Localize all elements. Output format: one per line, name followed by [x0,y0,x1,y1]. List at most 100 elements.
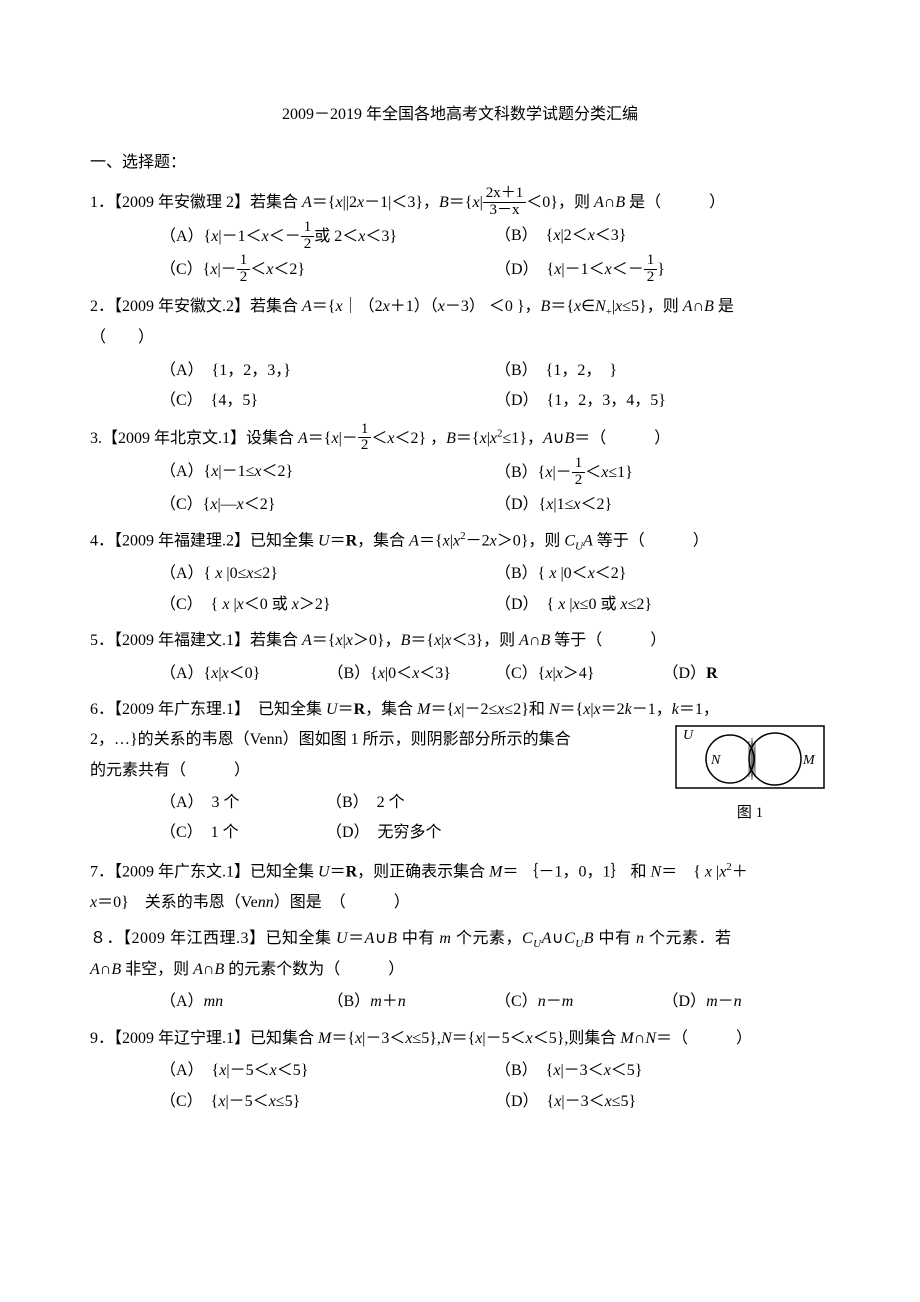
text: ＝（ ） [656,1030,752,1047]
text: ＝ { [661,863,705,880]
text: （A）{ [160,228,211,245]
text: ＞0}，则 [497,532,565,549]
figure-caption: 图 1 [670,799,830,828]
text: （D） { [495,1093,554,1110]
q8-options: （A）mn （B）m＋n （C）n－m （D）m－n [90,987,830,1017]
text: ＜5},则集合 [533,1030,621,1047]
q6-stem: 6．【2009 年广东理.1】 已知全集 U＝R，集合 M＝{x|－2≤x≤2}… [90,695,830,725]
text: ＜5} [611,1062,643,1079]
text: |－1≤ [218,463,254,480]
fig-label-n: N [710,753,721,768]
text: ≤2}和 [504,701,548,718]
q9-stem: 9．【2009 年辽宁理.1】已知集合 M＝{x|－3＜x≤5},N＝{x|－5… [90,1024,830,1054]
text: ＝{ [456,429,480,446]
q5-opt-b: （B）{x|0＜x＜3} [328,659,496,689]
text: 个元素．若 [645,930,732,947]
q9-opt-c: （C） {x|－5＜x≤5} [160,1087,495,1117]
text: （C） [495,993,538,1010]
question-4: 4．【2009 年福建理.2】已知全集 U＝R，集合 A＝{x|x2－2x＞0}… [90,526,830,620]
venn-icon: U N M [675,725,825,797]
text: ＋1）（ [390,298,438,315]
text: ∈ [581,298,595,315]
text: |0＜ [556,565,587,582]
text: ＜－ [612,261,644,278]
text: （C） { [160,1093,218,1110]
q5-opt-a: （A）{x|x＜0} [160,659,328,689]
venn-figure-1: U N M 图 1 [670,725,830,828]
q4-opt-a: （A）{ x |0≤x≤2} [160,559,495,589]
q1-opt-a: （A）{x|－1＜x＜－12或 2＜x＜3} [160,221,495,254]
text: ＝{ [312,632,336,649]
text: ||2 [343,194,357,211]
text: 4．【2009 年福建理.2】已知全集 [90,532,318,549]
text: （A）{ [160,463,211,480]
fraction: 12 [572,456,586,489]
q2-options: （A） {1，2，3，} （B） {1，2， } （C） {4，5} （D） {… [90,356,830,417]
q9-options: （A） {x|－5＜x＜5} （B） {x|－3＜x＜5} （C） {x|－5＜… [90,1056,830,1117]
num: 1 [237,253,251,270]
question-8: ８．【2009 年江西理.3】已知全集 U＝A∪B 中有 m 个元素，CUA∪C… [90,924,830,1018]
text: ＝ [330,863,346,880]
num: 2x＋1 [486,185,524,201]
text: ＝ ｛－1，0，1｝ 和 [503,863,651,880]
q9-opt-d: （D） {x|－3＜x≤5} [495,1087,830,1117]
q4-opt-b: （B）{ x |0＜x＜2} [495,559,830,589]
text: （C）{ [495,665,545,682]
text: 9．【2009 年辽宁理.1】已知集合 [90,1030,318,1047]
text: ∪ [552,930,564,947]
text: ≤5} [612,1093,636,1110]
text: ∩ [604,194,616,211]
q2-opt-a: （A） {1，2，3，} [160,356,495,386]
text: （D） [663,993,707,1010]
q9-opt-a: （A） {x|－5＜x＜5} [160,1056,495,1086]
q9-opt-b: （B） {x|－3＜x＜5} [495,1056,830,1086]
text: |－5＜ [482,1030,525,1047]
text: | [565,596,572,613]
text: ｜（2 [343,298,383,315]
num: 1 [572,456,586,473]
text: ∪ [553,429,565,446]
text: ＝{ [550,298,574,315]
q7-stem: 7．【2009 年广东文.1】已知全集 U＝R，则正确表示集合 M＝ ｛－1，0… [90,857,830,888]
text: ≤2} [628,596,652,613]
text: ，则正确表示集合 [357,863,489,880]
q3-options: （A）{x|－1≤x＜2} （B）{x|－12＜x≤1} （C）{x|—x＜2}… [90,457,830,520]
q3-opt-a: （A）{x|－1≤x＜2} [160,457,495,490]
text: ＜3} [595,227,627,244]
q4-opt-d: （D） { x |x≤0 或 x≤2} [495,590,830,620]
text: （D）{ [495,496,546,513]
text: （C）{ [160,496,210,513]
text: ＝{ [331,1030,355,1047]
text: ＝{ [449,194,473,211]
text: 是 [714,298,734,315]
text: （B）{ [495,464,545,481]
text: ≤1} [608,464,632,481]
q4-stem: 4．【2009 年福建理.2】已知全集 U＝R，集合 A＝{x|x2－2x＞0}… [90,526,830,557]
q3-opt-c: （C）{x|—x＜2} [160,490,495,520]
fig-label-m: M [802,753,816,768]
fig-label-u: U [683,728,694,743]
q2-stem: 2．【2009 年安徽文.2】若集合 A＝{x｜（2x＋1）（x－3） ＜0 }… [90,292,830,323]
q8-stem-line2: A∩B 非空，则 A∩B 的元素个数为（ ） [90,955,830,985]
text: ＝{ [312,194,336,211]
text: ＋ [732,863,748,880]
q1-stem: 1．【2009 年安徽理 2】若集合 A＝{x||2x－1|＜3}，B＝{x|2… [90,187,830,220]
q4-opt-c: （C） { x |x＜0 或 x＞2} [160,590,495,620]
text: |2＜ [560,227,587,244]
q1-opt-c: （C）{x|－12＜x＜2} [160,254,495,287]
text: （D） [663,665,707,682]
text: |－1＜ [218,228,261,245]
text: 中有 [594,930,636,947]
text: ＞4} [563,665,595,682]
text: |－ [552,464,571,481]
q8-opt-c: （C）n－m [495,987,663,1017]
text: ８．【2009 年江西理.3】已知全集 [90,930,336,947]
text: |－3＜ [560,1062,603,1079]
text: （B）{ [495,565,549,582]
text: ＜3} [365,228,397,245]
text: 5．【2009 年福建文.1】若集合 [90,632,302,649]
text: |— [217,496,236,513]
q4-options: （A）{ x |0≤x≤2} （B）{ x |0＜x＜2} （C） { x |x… [90,559,830,620]
text: ＜5} [277,1062,309,1079]
text: 个元素， [451,930,522,947]
